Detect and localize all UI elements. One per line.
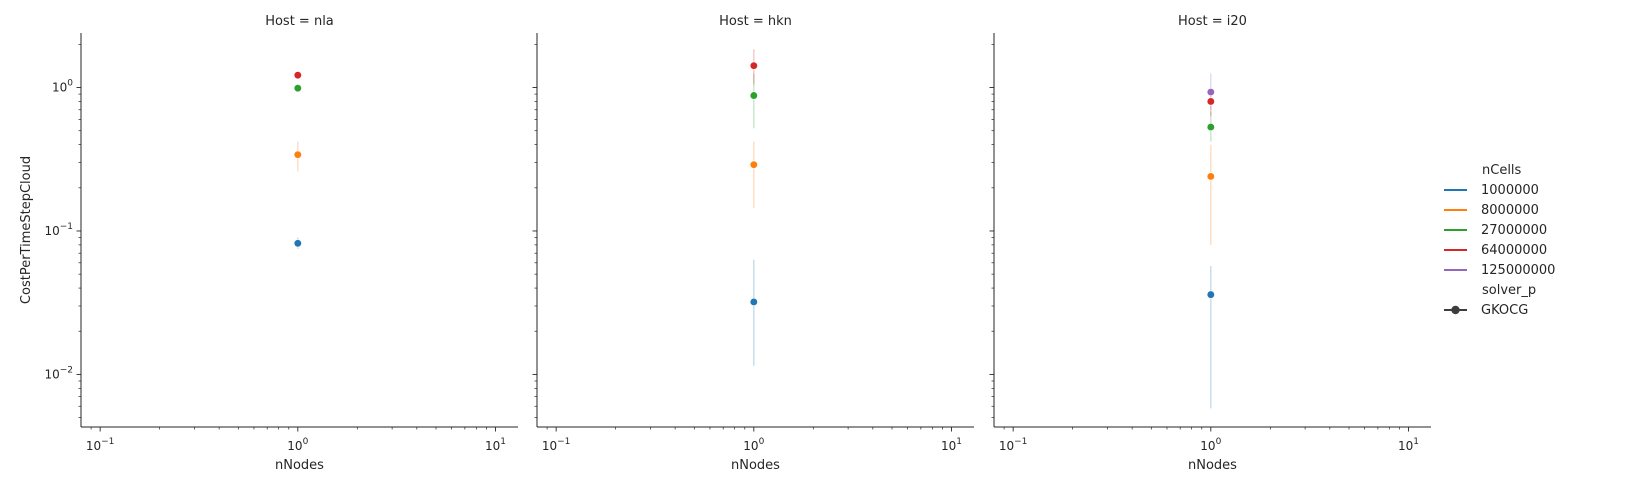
panel-title: Host = nla <box>265 14 334 29</box>
x-tick-label: 100 <box>743 437 764 453</box>
legend-label-8000000: 8000000 <box>1481 203 1539 218</box>
y-tick-label: 10−1 <box>44 222 73 238</box>
x-tick-label: 10−1 <box>999 437 1028 453</box>
point-1000000 <box>293 239 302 248</box>
point-125000000 <box>1206 87 1215 97</box>
point-8000000 <box>749 160 758 169</box>
x-tick-label: 100 <box>287 437 308 453</box>
x-tick-label: 101 <box>941 437 962 453</box>
point-1000000 <box>1206 290 1215 299</box>
panel-title: Host = hkn <box>719 14 792 29</box>
y-tick-label: 10−2 <box>44 365 73 381</box>
panel-1: Host = nla 10−1 100 101 10−2 10−1 100 nNodes <box>44 14 518 473</box>
legend-style-title: solver_p <box>1482 283 1536 298</box>
point-64000000 <box>749 61 758 70</box>
point-27000000 <box>1206 122 1215 132</box>
legend-label-64000000: 64000000 <box>1481 243 1547 258</box>
legend-label-1000000: 1000000 <box>1481 183 1539 198</box>
point-64000000 <box>1206 97 1215 106</box>
legend-style-label: GKOCG <box>1481 303 1528 318</box>
x-tick-label: 10−1 <box>86 437 115 453</box>
x-axis-label: nNodes <box>731 458 780 473</box>
y-tick-label: 100 <box>52 79 73 95</box>
panel-3: Host = i20 10−1 100 101 nNodes <box>989 14 1431 473</box>
point-27000000 <box>749 91 758 100</box>
x-tick-label: 100 <box>1200 437 1221 453</box>
point-8000000 <box>293 150 302 159</box>
legend-hue-title: nCells <box>1482 163 1522 178</box>
point-8000000 <box>1206 172 1215 181</box>
y-axis-label: CostPerTimeStepCloud <box>19 156 34 304</box>
legend-label-125000000: 125000000 <box>1481 263 1555 278</box>
x-tick-label: 10−1 <box>542 437 571 453</box>
legend: nCells 1000000 8000000 27000000 64000000 1250… <box>1444 163 1555 318</box>
legend-style-marker <box>1451 305 1460 315</box>
panel-title: Host = i20 <box>1178 14 1247 29</box>
x-axis-label: nNodes <box>275 458 324 473</box>
panel-2: Host = hkn 10−1 100 101 nNodes <box>532 14 974 473</box>
x-axis-label: nNodes <box>1188 458 1237 473</box>
point-1000000 <box>749 297 758 307</box>
point-27000000 <box>293 84 302 93</box>
point-64000000 <box>293 71 302 80</box>
x-tick-label: 101 <box>485 437 506 453</box>
legend-label-27000000: 27000000 <box>1481 223 1547 238</box>
x-tick-label: 101 <box>1398 437 1419 453</box>
